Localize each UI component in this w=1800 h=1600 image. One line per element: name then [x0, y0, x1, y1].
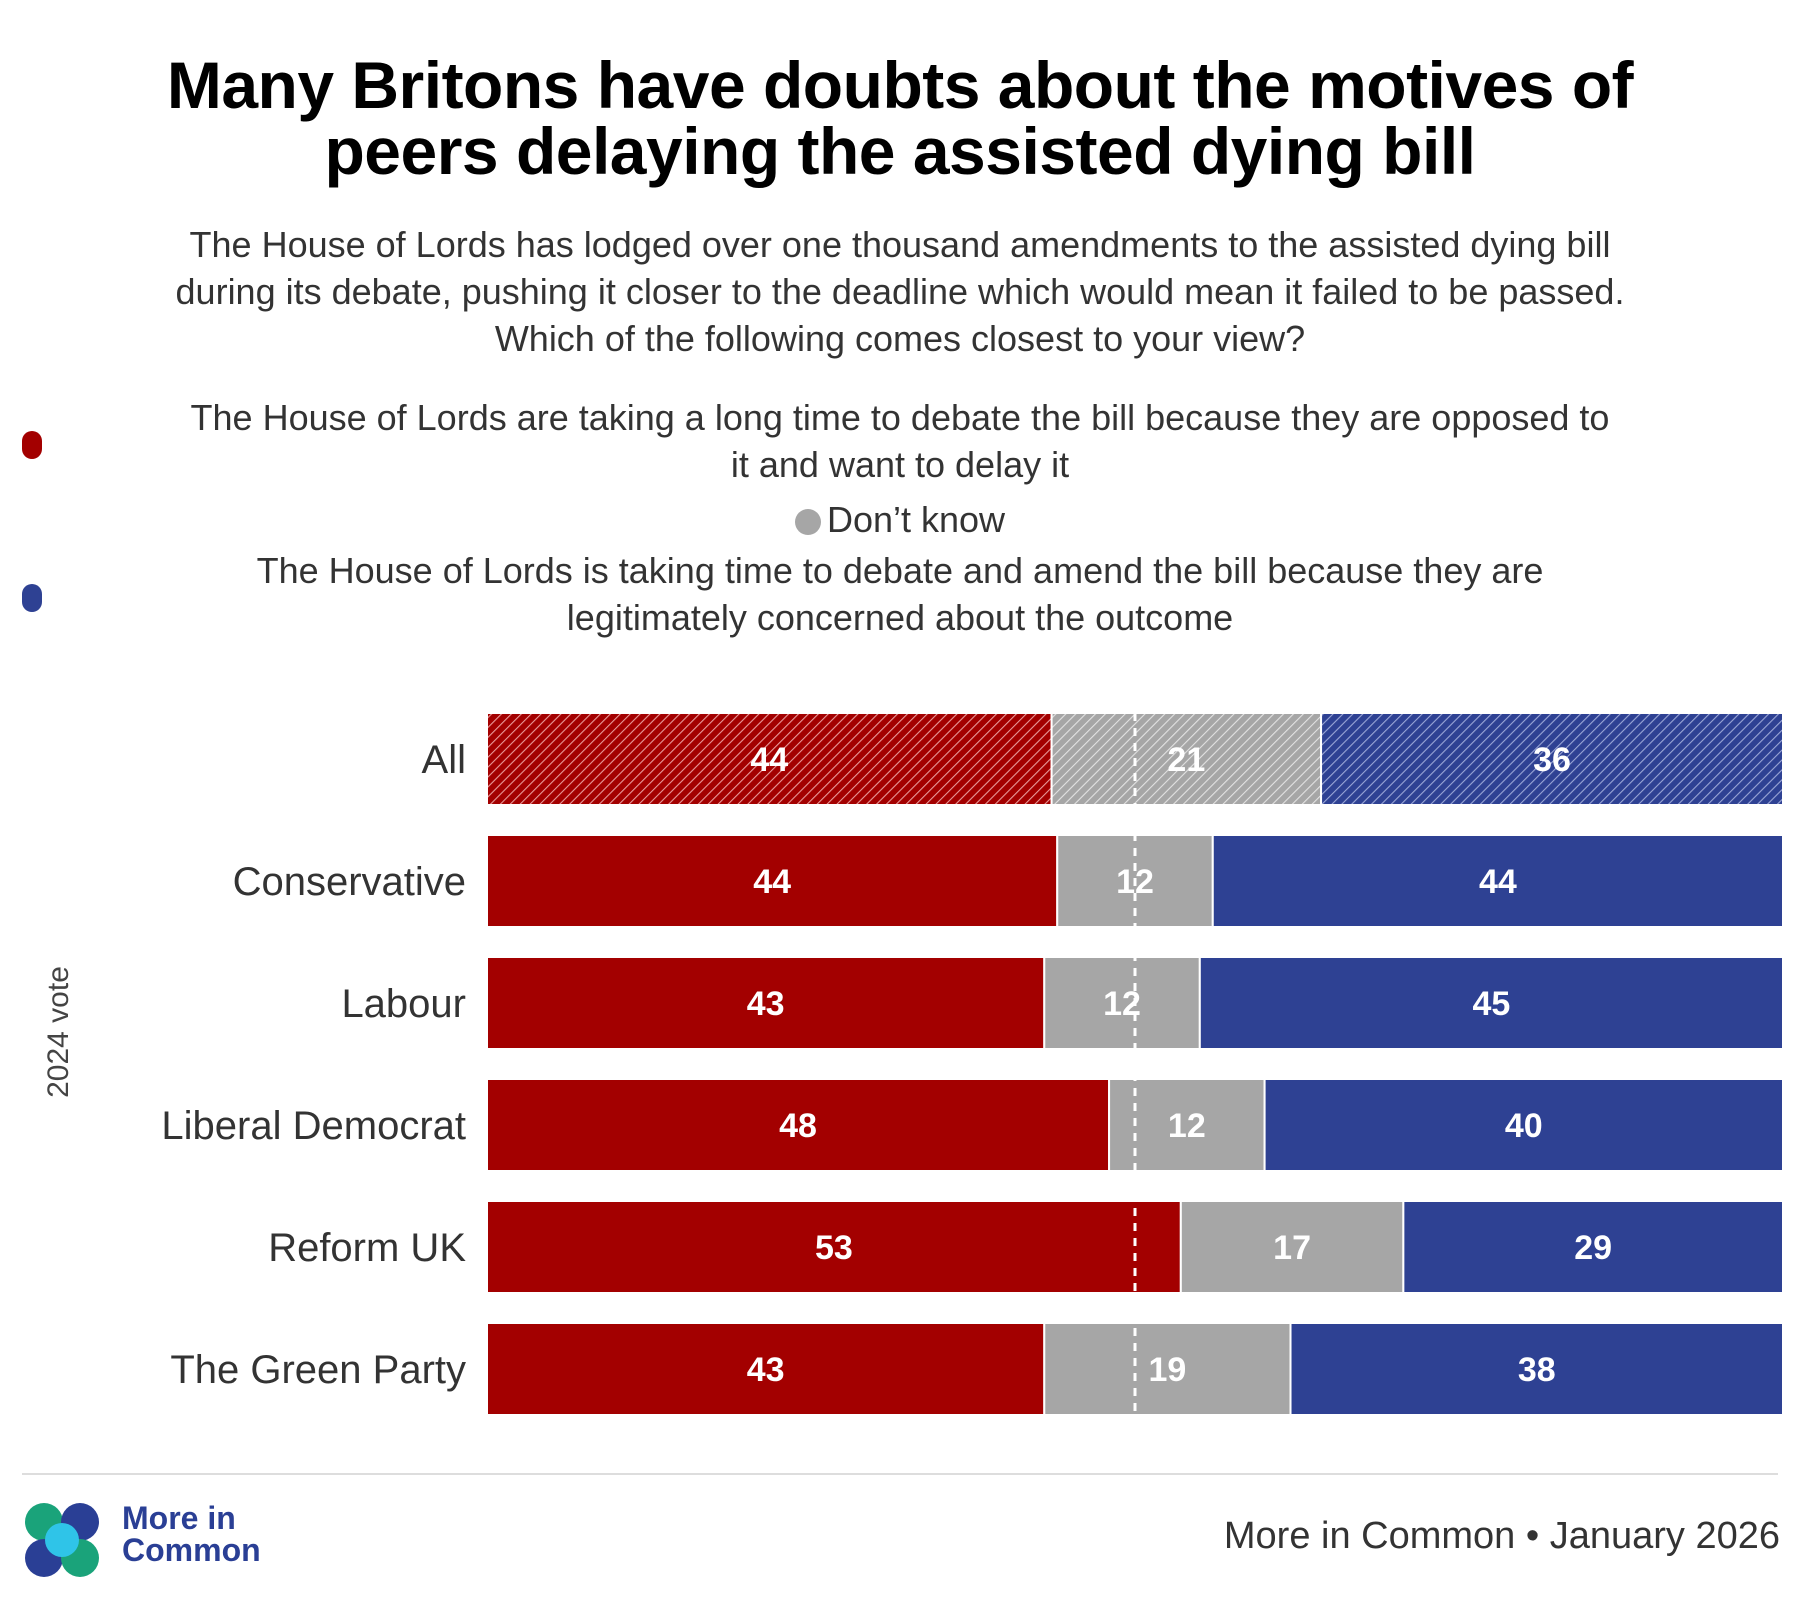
subtitle-line-2: during its debate, pushing it closer to …: [175, 270, 1625, 312]
bar-liberal-democrat-oppose: [486, 1078, 1111, 1172]
footer-divider: [22, 1473, 1778, 1475]
legend-swatch-oppose: [22, 431, 42, 459]
value-label-reform-uk-oppose: 53: [815, 1229, 853, 1267]
value-label-the-green-party-oppose: 43: [747, 1351, 785, 1389]
chart-title: Many Britons have doubts about the motiv…: [40, 52, 1760, 184]
logo-line-1: More in: [122, 1500, 236, 1536]
bar-all-dont-know: [1050, 712, 1323, 806]
more-in-common-logo-icon: [25, 1503, 99, 1577]
legend-concerned-line-2: legitimately concerned about the outcome: [566, 596, 1234, 638]
bar-conservative-concerned: [1211, 834, 1784, 928]
value-label-conservative-dont-know: 12: [1116, 863, 1154, 901]
value-label-all-dont-know: 21: [1167, 741, 1205, 779]
logo-line-2: Common: [122, 1532, 261, 1568]
value-label-liberal-democrat-oppose: 48: [779, 1107, 817, 1145]
value-label-liberal-democrat-concerned: 40: [1505, 1107, 1543, 1145]
category-label-liberal-democrat: Liberal Democrat: [161, 1104, 466, 1148]
category-label-the-green-party: The Green Party: [170, 1348, 466, 1392]
bar-labour-oppose: [486, 956, 1046, 1050]
value-label-conservative-concerned: 44: [1479, 863, 1517, 901]
chart-subtitle: The House of Lords has lodged over one t…: [40, 222, 1760, 362]
bar-all-concerned: [1320, 712, 1785, 806]
category-label-conservative: Conservative: [233, 860, 466, 904]
bar-labour-dont-know: [1043, 956, 1201, 1050]
logo-wordmark: More in Common: [122, 1502, 261, 1566]
value-label-all-oppose: 44: [750, 741, 788, 779]
bar-labour-concerned: [1198, 956, 1785, 1050]
source-credit: More in Common • January 2026: [1223, 1515, 1780, 1557]
category-label-labour: Labour: [341, 982, 466, 1026]
bar-all-oppose: [486, 712, 1053, 806]
bars-layer: [486, 712, 1785, 1416]
bar-the-green-party-dont-know: [1043, 1322, 1292, 1416]
stacked-bar-chart: All 44 21 36 Conservative 44 12 44 Labour 43 12 45 L…: [42, 712, 1785, 1416]
bar-reform-uk-concerned: [1402, 1200, 1784, 1294]
y-axis-title: 2024 vote: [42, 966, 75, 1098]
category-label-all: All: [422, 738, 466, 782]
value-label-labour-dont-know: 12: [1103, 985, 1141, 1023]
bar-liberal-democrat-concerned: [1263, 1078, 1784, 1172]
value-label-conservative-oppose: 44: [753, 863, 791, 901]
category-label-reform-uk: Reform UK: [268, 1226, 466, 1270]
legend-swatch-concerned: [22, 584, 42, 612]
legend-oppose-line-1: The House of Lords are taking a long tim…: [190, 397, 1610, 438]
value-label-all-concerned: 36: [1533, 741, 1571, 779]
legend-oppose-line-2: it and want to delay it: [730, 443, 1070, 485]
legend-dont-know-label: Don’t know: [826, 499, 1006, 540]
title-line-2: peers delaying the assisted dying bill: [324, 114, 1476, 188]
value-label-labour-oppose: 43: [747, 985, 785, 1023]
value-label-liberal-democrat-dont-know: 12: [1168, 1107, 1206, 1145]
bar-the-green-party-oppose: [486, 1322, 1046, 1416]
bar-the-green-party-concerned: [1289, 1322, 1785, 1416]
value-label-reform-uk-concerned: 29: [1574, 1229, 1612, 1267]
value-label-the-green-party-dont-know: 19: [1148, 1351, 1186, 1389]
value-label-the-green-party-concerned: 38: [1518, 1351, 1556, 1389]
title-line-1: Many Britons have doubts about the motiv…: [166, 48, 1634, 122]
bar-reform-uk-dont-know: [1179, 1200, 1405, 1294]
subtitle-line-1: The House of Lords has lodged over one t…: [189, 224, 1611, 265]
legend-concerned-line-1: The House of Lords is taking time to deb…: [256, 550, 1544, 591]
legend-swatch-dont-know: [794, 509, 821, 535]
labels-layer: All 44 21 36 Conservative 44 12 44 Labour 43 12 45 L…: [161, 738, 1612, 1392]
value-label-reform-uk-dont-know: 17: [1273, 1229, 1311, 1267]
subtitle-line-3: Which of the following comes closest to …: [494, 317, 1306, 359]
value-label-labour-concerned: 45: [1472, 985, 1510, 1023]
